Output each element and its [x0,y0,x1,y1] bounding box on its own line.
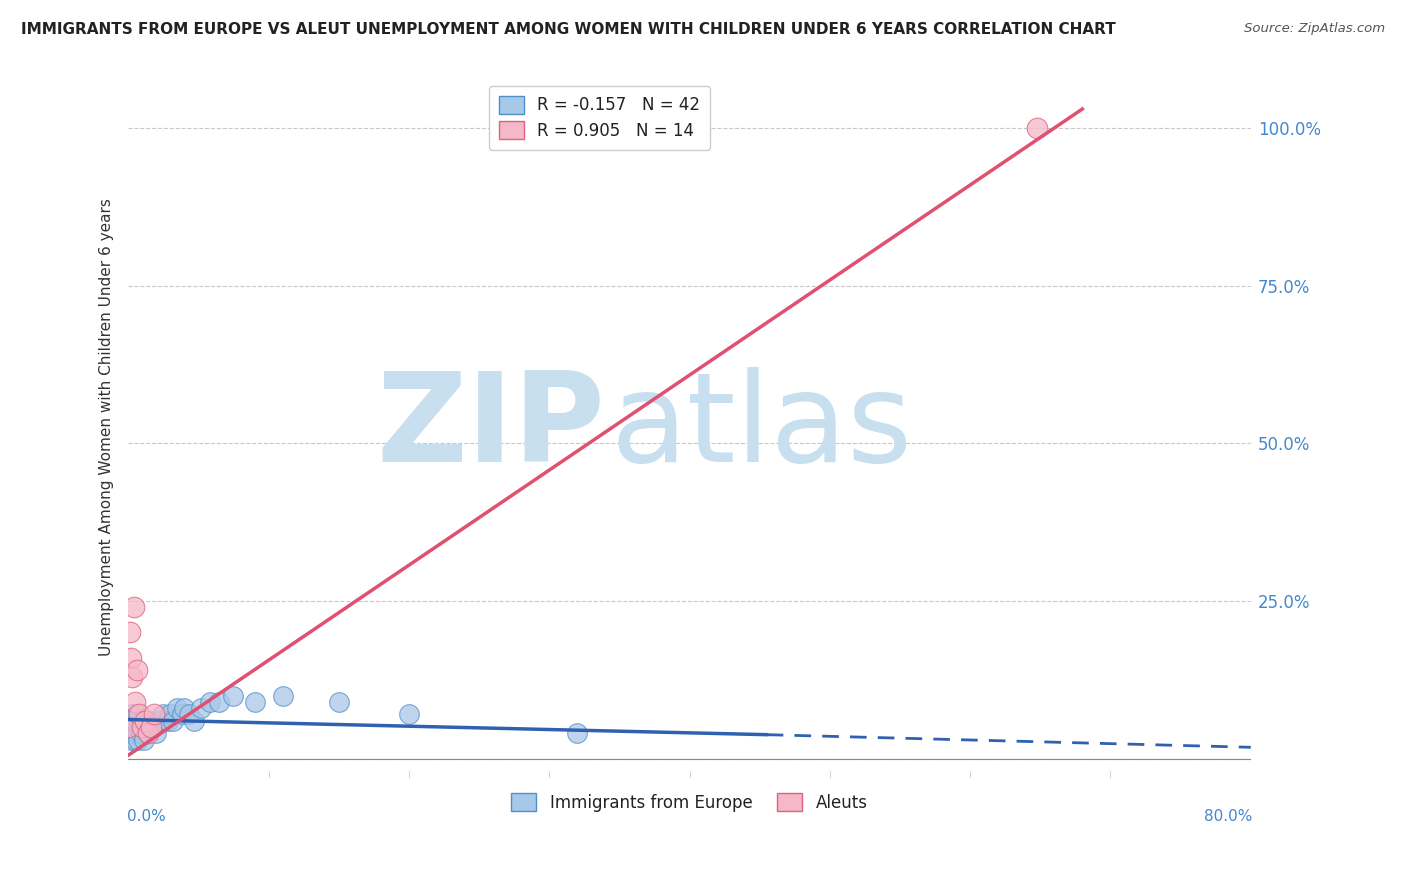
Text: 80.0%: 80.0% [1204,809,1251,824]
Point [398,707,420,722]
Point [142,720,165,734]
Point [125,664,148,678]
Text: atlas: atlas [612,367,912,488]
Point [122,600,145,615]
Point [152,707,174,722]
Point [118,720,141,734]
Point [124,714,146,728]
Point [131,720,153,734]
Point [136,726,159,740]
Point [121,726,143,740]
Point [1026,120,1049,135]
Point [127,732,149,747]
Point [134,720,156,734]
Point [117,720,139,734]
Point [120,732,142,747]
Point [142,707,165,722]
Point [132,732,155,747]
Text: 0.0%: 0.0% [127,809,166,824]
Point [131,714,153,728]
Point [567,726,589,740]
Point [222,689,245,703]
Point [121,670,143,684]
Point [177,707,200,722]
Point [170,707,193,722]
Text: IMMIGRANTS FROM EUROPE VS ALEUT UNEMPLOYMENT AMONG WOMEN WITH CHILDREN UNDER 6 Y: IMMIGRANTS FROM EUROPE VS ALEUT UNEMPLOY… [21,22,1116,37]
Point [208,695,231,709]
Point [243,695,266,709]
Text: Source: ZipAtlas.com: Source: ZipAtlas.com [1244,22,1385,36]
Point [328,695,350,709]
Point [122,720,145,734]
Point [117,726,139,740]
Point [125,707,148,722]
Y-axis label: Unemployment Among Women with Children Under 6 years: Unemployment Among Women with Children U… [100,199,114,657]
Point [120,714,142,728]
Point [134,714,156,728]
Point [138,720,160,734]
Point [120,650,142,665]
Point [129,726,152,740]
Point [173,701,195,715]
Point [118,625,141,640]
Point [271,689,294,703]
Point [148,714,170,728]
Point [139,720,162,734]
Point [128,707,150,722]
Legend: Immigrants from Europe, Aleuts: Immigrants from Europe, Aleuts [505,786,875,818]
Text: ZIP: ZIP [377,367,606,488]
Point [125,726,148,740]
Point [128,720,150,734]
Point [156,714,179,728]
Point [124,732,146,747]
Point [139,714,162,728]
Point [135,714,157,728]
Point [162,714,184,728]
Point [183,714,205,728]
Point [145,726,167,740]
Point [136,726,159,740]
Point [166,701,188,715]
Point [198,695,221,709]
Point [124,695,146,709]
Point [159,707,181,722]
Point [190,701,212,715]
Point [121,707,143,722]
